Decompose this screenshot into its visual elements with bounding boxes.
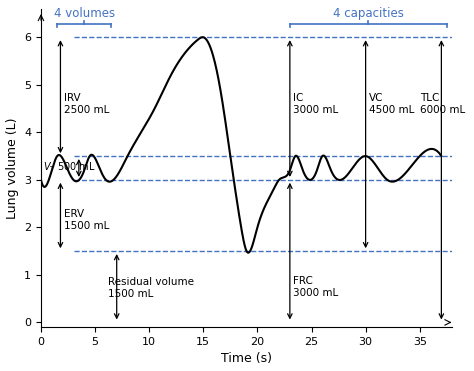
Y-axis label: Lung volume (L): Lung volume (L) bbox=[6, 117, 18, 219]
Text: VC
4500 mL: VC 4500 mL bbox=[369, 93, 414, 115]
Text: 4 capacities: 4 capacities bbox=[333, 7, 404, 20]
Text: ERV
1500 mL: ERV 1500 mL bbox=[64, 210, 109, 231]
Text: FRC
3000 mL: FRC 3000 mL bbox=[293, 276, 338, 298]
Text: $V_\mathrm{T}$ 500 mL: $V_\mathrm{T}$ 500 mL bbox=[43, 161, 96, 174]
Text: IC
3000 mL: IC 3000 mL bbox=[293, 93, 338, 115]
Text: TLC
6000 mL: TLC 6000 mL bbox=[420, 93, 465, 115]
Text: Residual volume
1500 mL: Residual volume 1500 mL bbox=[108, 278, 194, 299]
Text: IRV
2500 mL: IRV 2500 mL bbox=[64, 93, 109, 115]
X-axis label: Time (s): Time (s) bbox=[221, 352, 272, 365]
Text: 4 volumes: 4 volumes bbox=[54, 7, 115, 20]
